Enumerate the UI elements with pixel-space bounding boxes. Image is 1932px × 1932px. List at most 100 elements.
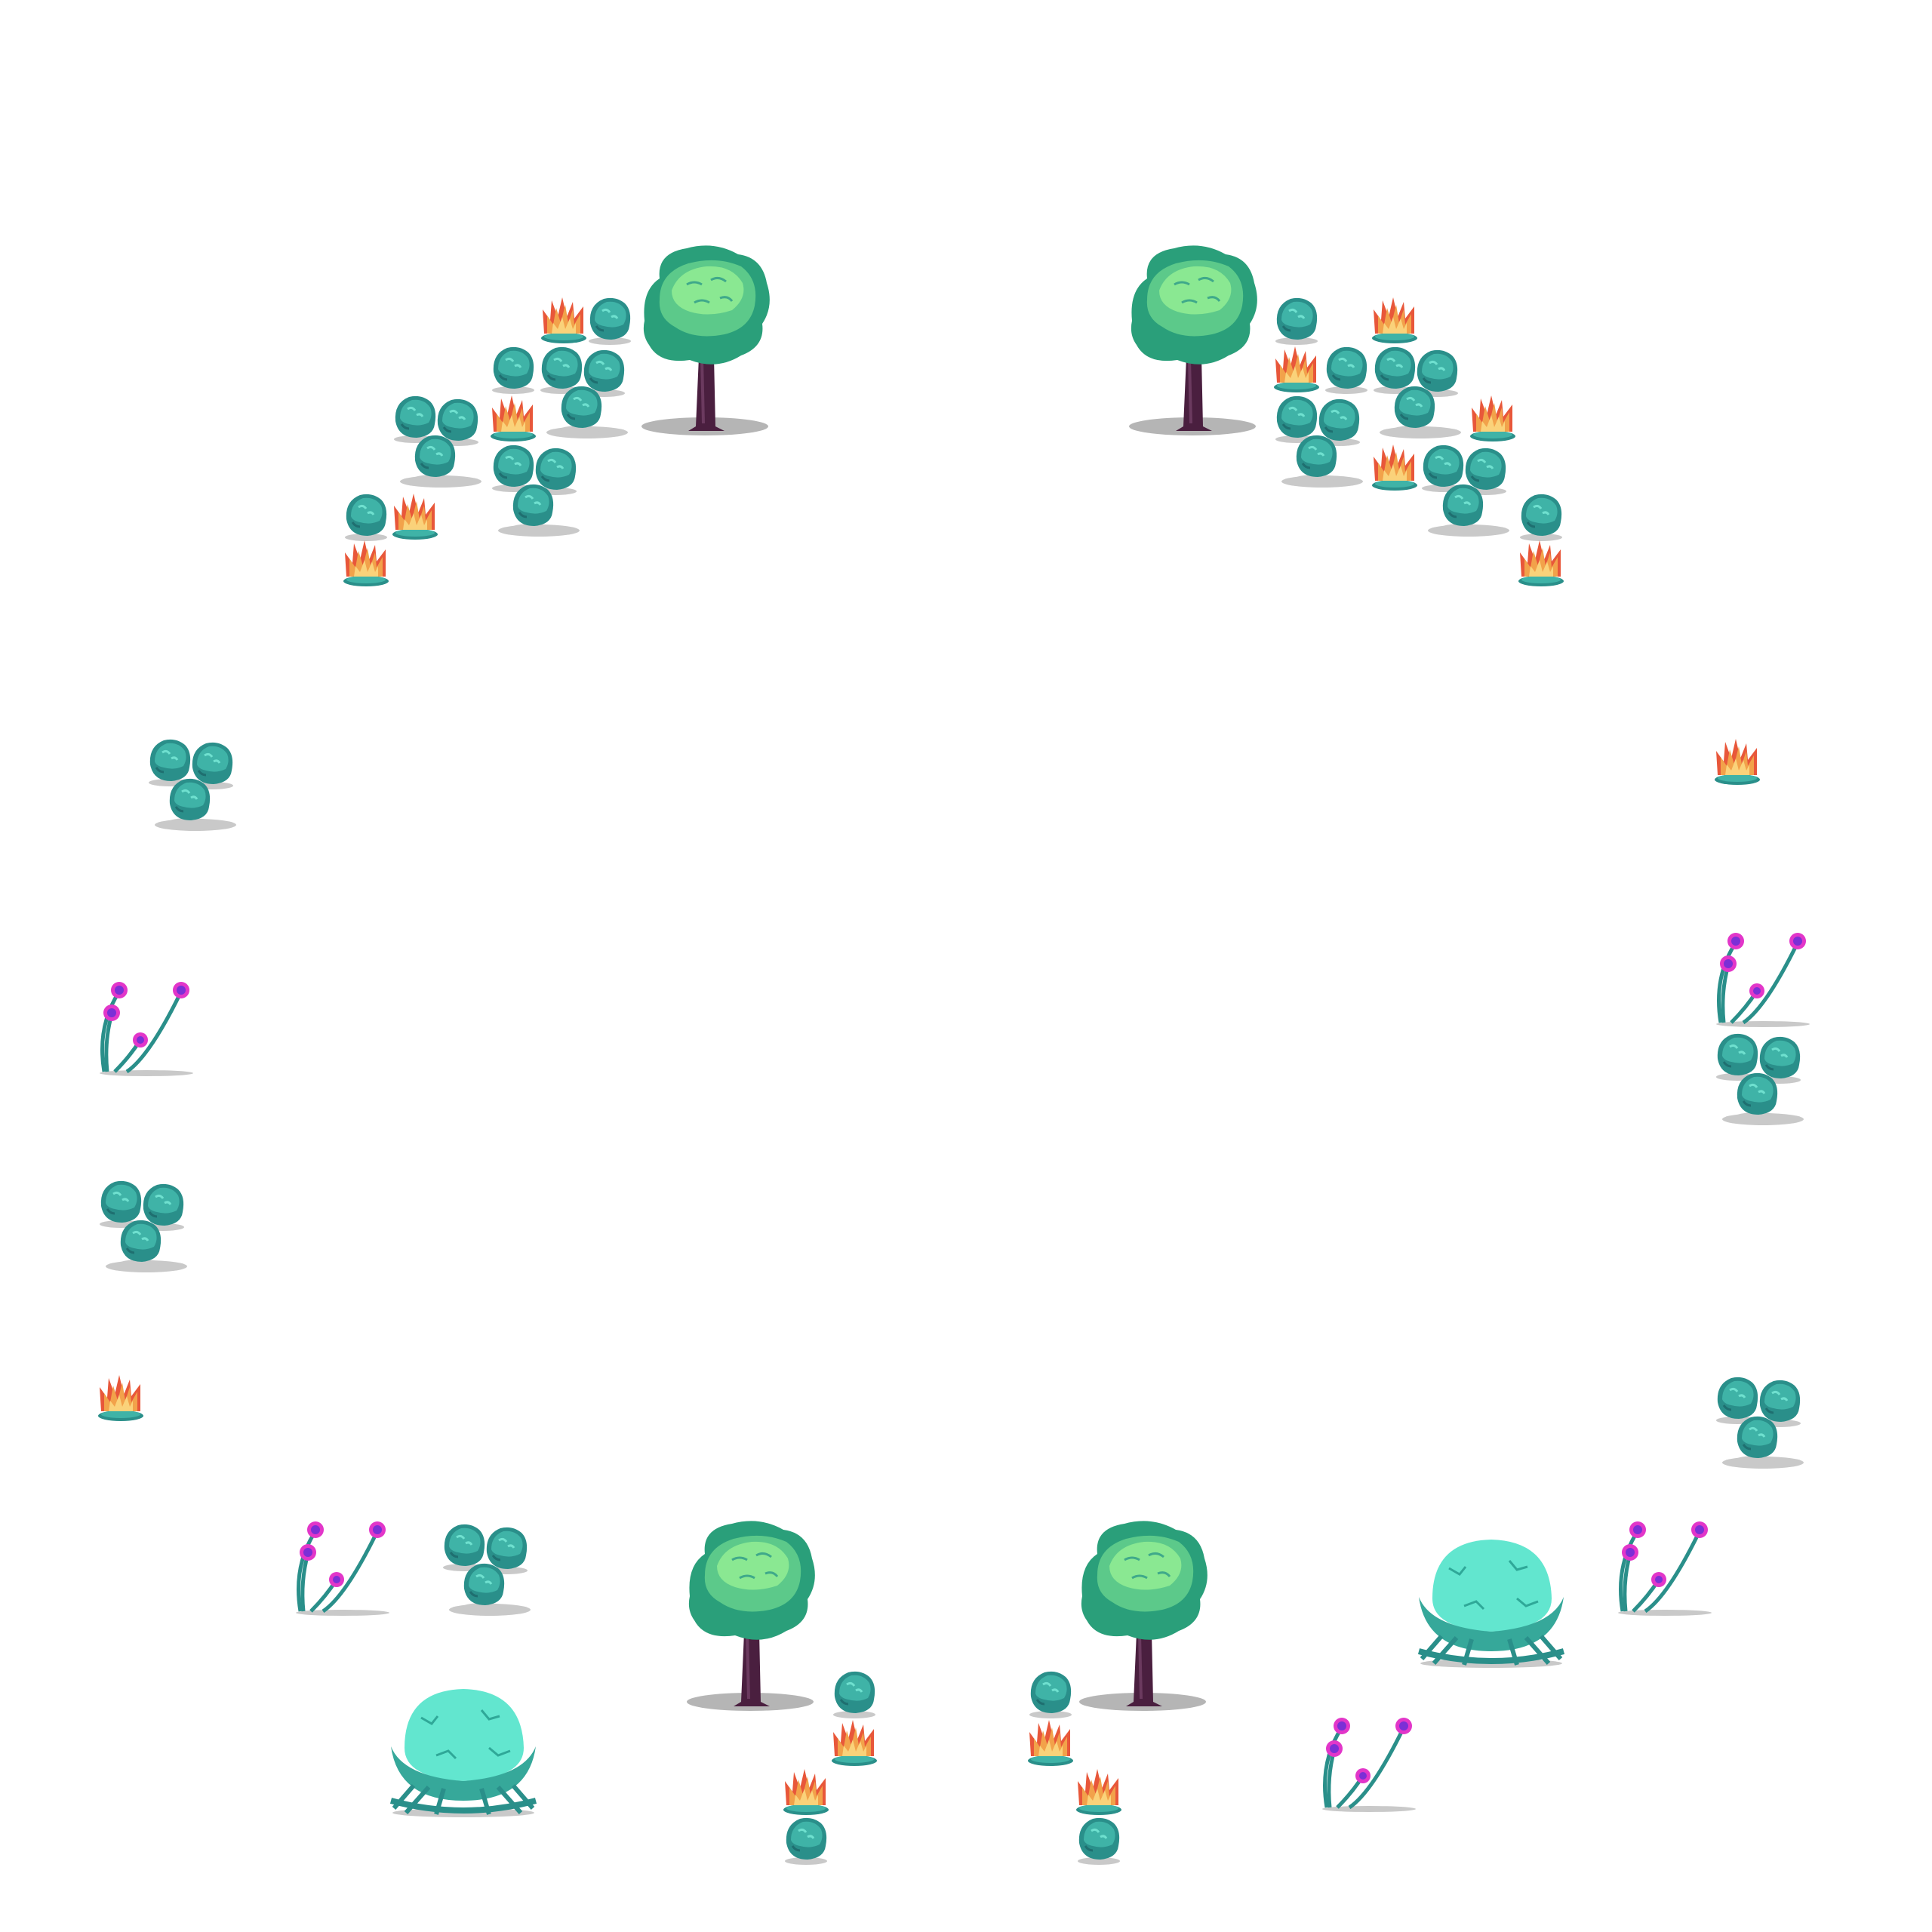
bush-cluster-sprite: [97, 1177, 195, 1272]
flower-graphic: [97, 981, 195, 1078]
egg-nest-shape: [391, 1689, 536, 1817]
fire-bush-shape: [1372, 297, 1417, 343]
bush-shape: [1076, 1817, 1121, 1866]
bush-cluster-sprite: [1419, 441, 1517, 537]
fire-bush-shape: [783, 1769, 829, 1815]
bush-cluster-graphic: [1713, 1374, 1811, 1469]
bush-cluster-shape: [1374, 347, 1461, 438]
tree-shape: [1078, 1519, 1209, 1712]
bush-cluster-sprite: [391, 392, 489, 488]
fire-bush-sprite: [391, 491, 439, 540]
flower-shape: [296, 1521, 389, 1616]
flower-sprite: [293, 1521, 391, 1617]
fire-bush-graphic: [1470, 395, 1515, 441]
bush-cluster-shape: [1275, 396, 1363, 488]
bush-cluster-shape: [1422, 445, 1509, 537]
fire-bush-graphic: [1274, 346, 1319, 392]
fire-bush-shape: [491, 395, 536, 441]
fire-bush-shape: [541, 297, 586, 343]
bush-cluster-shape: [100, 1181, 187, 1272]
fire-bush-graphic: [832, 1720, 877, 1766]
bush-cluster-shape: [540, 347, 628, 438]
bush-cluster-graphic: [1419, 441, 1517, 537]
fire-bush-graphic: [491, 395, 536, 441]
tree-sprite: [1078, 1519, 1209, 1712]
fire-bush-shape: [1518, 540, 1564, 586]
tree-graphic: [1078, 1519, 1209, 1712]
fire-bush-sprite: [1469, 392, 1517, 442]
bush-cluster-sprite: [1713, 1374, 1811, 1469]
bush-sprite: [1026, 1668, 1075, 1720]
flower-graphic: [1615, 1521, 1713, 1617]
tree-graphic: [685, 1519, 817, 1712]
bush-sprite: [489, 343, 537, 395]
bush-cluster-graphic: [391, 392, 489, 488]
bush-shape: [1028, 1670, 1073, 1720]
tree-sprite: [640, 244, 771, 437]
bush-graphic: [1274, 297, 1319, 346]
flower-graphic: [293, 1521, 391, 1617]
tree-graphic: [1128, 244, 1259, 437]
bush-sprite: [342, 491, 390, 543]
flower-graphic: [1713, 932, 1811, 1029]
egg-nest-sprite: [391, 1687, 536, 1817]
flower-shape: [1322, 1718, 1416, 1812]
bush-shape: [587, 297, 632, 346]
flower-sprite: [1713, 932, 1811, 1029]
fire-bush-sprite: [830, 1717, 878, 1767]
bush-sprite: [586, 294, 634, 346]
fire-bush-graphic: [1028, 1720, 1073, 1766]
bush-cluster-graphic: [489, 441, 587, 537]
fire-bush-graphic: [1372, 297, 1417, 343]
bush-cluster-shape: [492, 445, 580, 537]
tree-sprite: [685, 1519, 817, 1712]
bush-sprite: [830, 1668, 878, 1720]
bush-cluster-graphic: [97, 1177, 195, 1272]
bush-sprite: [1272, 294, 1321, 346]
bush-cluster-sprite: [537, 343, 635, 438]
fire-bush-graphic: [541, 297, 586, 343]
fire-bush-graphic: [1372, 445, 1417, 491]
bush-graphic: [1028, 1670, 1073, 1720]
tree-sprite: [1128, 244, 1259, 437]
bush-graphic: [1076, 1817, 1121, 1866]
bush-sprite: [1075, 1814, 1123, 1866]
bush-cluster-sprite: [440, 1521, 538, 1616]
flower-sprite: [1615, 1521, 1713, 1617]
fire-bush-graphic: [392, 494, 438, 540]
flower-shape: [1716, 933, 1810, 1027]
fire-bush-shape: [1470, 395, 1515, 441]
fire-bush-shape: [832, 1720, 877, 1766]
bush-cluster-sprite: [146, 736, 244, 831]
fire-bush-shape: [1076, 1769, 1121, 1815]
fire-bush-graphic: [783, 1769, 829, 1815]
bush-graphic: [1324, 346, 1369, 395]
bush-shape: [1274, 297, 1319, 346]
bush-graphic: [343, 493, 389, 543]
bush-graphic: [832, 1670, 877, 1720]
bush-shape: [1324, 346, 1369, 395]
bush-graphic: [491, 346, 536, 395]
bush-cluster-sprite: [489, 441, 587, 537]
fire-bush-graphic: [343, 540, 389, 586]
fire-bush-graphic: [98, 1375, 143, 1421]
fire-bush-sprite: [489, 392, 537, 442]
fire-bush-shape: [1372, 445, 1417, 491]
fire-bush-shape: [343, 540, 389, 586]
bush-cluster-shape: [1716, 1034, 1804, 1125]
egg-nest-graphic: [391, 1687, 536, 1817]
fire-bush-sprite: [1075, 1766, 1123, 1816]
flower-shape: [100, 982, 193, 1076]
egg-nest-sprite: [1419, 1538, 1564, 1668]
bush-cluster-graphic: [1272, 392, 1371, 488]
fire-bush-shape: [392, 494, 438, 540]
fire-bush-shape: [1028, 1720, 1073, 1766]
bush-sprite: [1517, 491, 1565, 543]
bush-cluster-sprite: [1272, 392, 1371, 488]
fire-bush-sprite: [1517, 537, 1565, 587]
egg-nest-shape: [1419, 1540, 1564, 1668]
bush-cluster-graphic: [1371, 343, 1469, 438]
flower-shape: [1618, 1521, 1712, 1616]
fire-bush-sprite: [1371, 294, 1419, 344]
bush-sprite: [782, 1814, 830, 1866]
